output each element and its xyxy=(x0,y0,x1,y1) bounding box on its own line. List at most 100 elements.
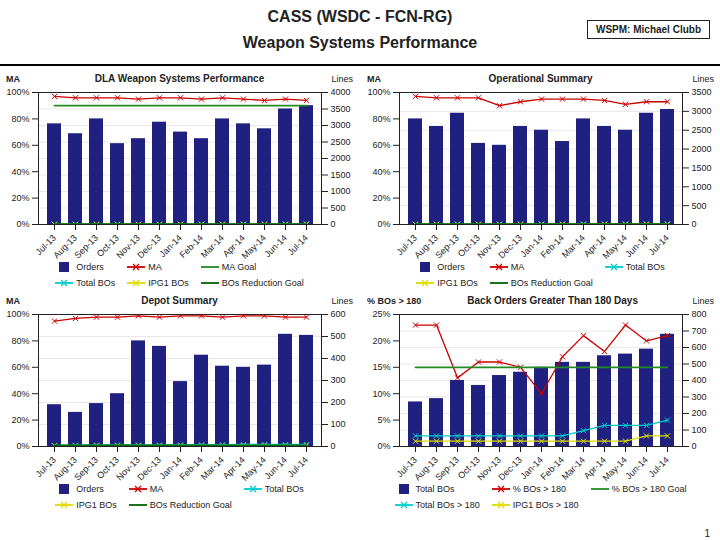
svg-text:Feb-14: Feb-14 xyxy=(538,454,566,482)
svg-text:Sep-13: Sep-13 xyxy=(433,455,461,482)
svg-text:Jun-14: Jun-14 xyxy=(623,455,650,482)
svg-text:500: 500 xyxy=(331,203,346,213)
svg-text:1000: 1000 xyxy=(331,186,351,196)
svg-text:Oct-13: Oct-13 xyxy=(455,454,482,481)
svg-text:Jan-14: Jan-14 xyxy=(518,454,545,482)
svg-text:100: 100 xyxy=(331,419,346,429)
svg-text:40%: 40% xyxy=(11,389,29,399)
svg-text:Jan-14: Jan-14 xyxy=(518,232,545,260)
svg-text:2000: 2000 xyxy=(692,144,712,154)
svg-text:Feb-14: Feb-14 xyxy=(538,232,566,260)
svg-text:May-14: May-14 xyxy=(601,455,629,482)
svg-text:3000: 3000 xyxy=(331,120,351,130)
svg-text:Mar-14: Mar-14 xyxy=(199,233,226,260)
svg-text:1500: 1500 xyxy=(692,163,712,173)
svg-text:20%: 20% xyxy=(372,336,390,346)
svg-text:Feb-14: Feb-14 xyxy=(177,232,205,260)
svg-text:10%: 10% xyxy=(372,389,390,399)
svg-text:Jan-14: Jan-14 xyxy=(157,454,184,482)
svg-text:Dec-13: Dec-13 xyxy=(135,233,163,260)
svg-text:Oct-13: Oct-13 xyxy=(94,454,121,481)
svg-text:600: 600 xyxy=(692,342,707,352)
svg-text:200: 200 xyxy=(692,408,707,418)
svg-text:Feb-14: Feb-14 xyxy=(177,454,205,482)
svg-text:Jan-14: Jan-14 xyxy=(157,232,184,260)
svg-text:800: 800 xyxy=(692,309,707,319)
svg-text:200: 200 xyxy=(331,397,346,407)
svg-text:Jul-13: Jul-13 xyxy=(33,232,58,258)
svg-text:0: 0 xyxy=(692,219,697,229)
svg-text:Sep-13: Sep-13 xyxy=(433,233,461,260)
svg-text:100%: 100% xyxy=(6,309,29,319)
svg-text:500: 500 xyxy=(331,331,346,341)
svg-text:Jul-13: Jul-13 xyxy=(33,454,58,480)
svg-text:60%: 60% xyxy=(11,362,29,372)
svg-text:Mar-14: Mar-14 xyxy=(560,233,587,260)
svg-text:Apr-14: Apr-14 xyxy=(581,454,608,481)
svg-text:40%: 40% xyxy=(11,167,29,177)
svg-text:15%: 15% xyxy=(372,362,390,372)
svg-text:80%: 80% xyxy=(372,114,390,124)
svg-text:100%: 100% xyxy=(367,87,390,97)
svg-text:40%: 40% xyxy=(372,167,390,177)
svg-text:100: 100 xyxy=(692,425,707,435)
svg-text:80%: 80% xyxy=(11,336,29,346)
svg-text:60%: 60% xyxy=(11,140,29,150)
svg-text:Apr-14: Apr-14 xyxy=(220,232,247,259)
svg-text:Dec-13: Dec-13 xyxy=(496,455,524,482)
svg-text:0%: 0% xyxy=(16,441,29,451)
svg-text:20%: 20% xyxy=(11,415,29,425)
svg-text:20%: 20% xyxy=(11,193,29,203)
svg-text:Mar-14: Mar-14 xyxy=(199,455,226,482)
svg-text:400: 400 xyxy=(692,375,707,385)
svg-text:Apr-14: Apr-14 xyxy=(581,232,608,259)
svg-text:Jul-13: Jul-13 xyxy=(394,232,419,258)
svg-text:Oct-13: Oct-13 xyxy=(94,232,121,259)
svg-text:May-14: May-14 xyxy=(240,233,268,260)
svg-text:600: 600 xyxy=(331,309,346,319)
svg-text:Jun-14: Jun-14 xyxy=(262,455,289,482)
svg-text:Oct-13: Oct-13 xyxy=(455,232,482,259)
svg-text:Apr-14: Apr-14 xyxy=(220,454,247,481)
svg-text:Jul-14: Jul-14 xyxy=(647,233,671,257)
svg-text:4000: 4000 xyxy=(331,87,351,97)
svg-text:0: 0 xyxy=(331,219,336,229)
svg-text:3000: 3000 xyxy=(692,106,712,116)
svg-text:2500: 2500 xyxy=(331,137,351,147)
svg-text:0: 0 xyxy=(331,441,336,451)
svg-text:300: 300 xyxy=(331,375,346,385)
svg-text:Jun-14: Jun-14 xyxy=(262,233,289,260)
svg-text:2000: 2000 xyxy=(331,153,351,163)
svg-text:1000: 1000 xyxy=(692,182,712,192)
svg-text:Dec-13: Dec-13 xyxy=(135,455,163,482)
svg-text:3500: 3500 xyxy=(331,104,351,114)
svg-text:80%: 80% xyxy=(11,114,29,124)
svg-text:0: 0 xyxy=(692,441,697,451)
svg-text:May-14: May-14 xyxy=(601,233,629,260)
svg-text:Sep-13: Sep-13 xyxy=(72,455,100,482)
svg-text:100%: 100% xyxy=(6,87,29,97)
svg-text:Mar-14: Mar-14 xyxy=(560,455,587,482)
svg-text:500: 500 xyxy=(692,201,707,211)
svg-text:25%: 25% xyxy=(372,309,390,319)
svg-text:700: 700 xyxy=(692,326,707,336)
svg-text:20%: 20% xyxy=(372,193,390,203)
svg-text:May-14: May-14 xyxy=(240,455,268,482)
svg-text:1500: 1500 xyxy=(331,170,351,180)
svg-text:2500: 2500 xyxy=(692,125,712,135)
svg-text:Jul-14: Jul-14 xyxy=(286,233,310,257)
svg-text:Jul-14: Jul-14 xyxy=(647,455,671,479)
svg-text:0%: 0% xyxy=(377,219,390,229)
svg-text:0%: 0% xyxy=(377,441,390,451)
svg-text:Jun-14: Jun-14 xyxy=(623,233,650,260)
svg-text:300: 300 xyxy=(692,392,707,402)
svg-text:Dec-13: Dec-13 xyxy=(496,233,524,260)
svg-text:60%: 60% xyxy=(372,140,390,150)
svg-text:Sep-13: Sep-13 xyxy=(72,233,100,260)
svg-text:3500: 3500 xyxy=(692,87,712,97)
svg-text:500: 500 xyxy=(692,359,707,369)
svg-text:Jul-14: Jul-14 xyxy=(286,455,310,479)
svg-text:5%: 5% xyxy=(377,415,390,425)
svg-text:400: 400 xyxy=(331,353,346,363)
svg-text:0%: 0% xyxy=(16,219,29,229)
